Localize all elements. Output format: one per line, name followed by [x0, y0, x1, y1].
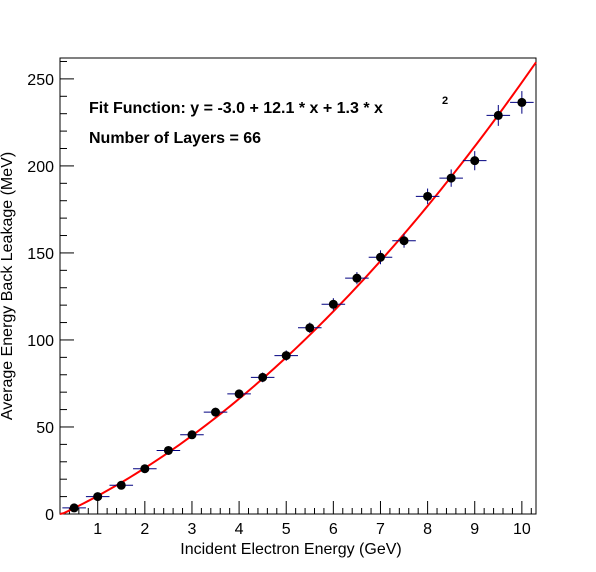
data-point [321, 298, 346, 311]
point-marker [305, 323, 315, 333]
data-point [510, 91, 534, 114]
point-marker [281, 351, 291, 361]
x-tick-label: 10 [513, 521, 531, 538]
plot-frame [59, 57, 537, 515]
x-tick-label: 2 [140, 521, 149, 538]
point-marker [470, 156, 480, 166]
point-marker [446, 173, 456, 183]
data-point [415, 188, 440, 205]
data-point [368, 250, 393, 265]
x-tick-label: 8 [423, 521, 432, 538]
data-point [486, 104, 511, 126]
data-point [180, 430, 204, 440]
data-points [62, 91, 534, 513]
fit-function-label: Fit Function: y = -3.0 + 12.1 * x + 1.3 … [89, 100, 383, 117]
x-tick-label: 9 [470, 521, 479, 538]
y-tick-label: 100 [27, 333, 54, 350]
fit-curve [59, 61, 537, 515]
axis-ticks [59, 60, 532, 515]
y-tick-label: 250 [27, 72, 54, 89]
x-axis-title: Incident Electron Energy (GeV) [180, 541, 401, 558]
point-marker [163, 445, 173, 455]
y-tick-label: 0 [45, 507, 54, 524]
point-marker [93, 492, 103, 502]
data-point [133, 464, 157, 474]
data-point [62, 503, 86, 513]
point-marker [328, 299, 338, 309]
point-marker [140, 464, 150, 474]
data-point [439, 169, 463, 187]
point-marker [423, 191, 433, 201]
point-marker [399, 236, 409, 246]
point-marker [187, 430, 197, 440]
y-tick-label: 150 [27, 246, 54, 263]
point-marker [258, 372, 268, 382]
fit-function-exponent: 2 [442, 95, 448, 107]
y-axis-title: Average Energy Back Leakage (MeV) [0, 152, 16, 420]
data-point [156, 445, 181, 455]
data-point [203, 407, 228, 417]
point-marker [517, 97, 527, 107]
x-tick-label: 3 [188, 521, 197, 538]
number-of-layers-label: Number of Layers = 66 [89, 130, 261, 147]
data-point [462, 151, 487, 171]
data-point [227, 389, 251, 399]
x-tick-label: 7 [376, 521, 385, 538]
point-marker [352, 273, 362, 283]
data-point [274, 350, 298, 361]
x-tick-label: 5 [282, 521, 291, 538]
data-point [109, 480, 134, 490]
data-point [392, 233, 416, 248]
point-marker [116, 480, 126, 490]
point-marker [234, 389, 244, 399]
point-marker [69, 503, 79, 513]
y-tick-label: 200 [27, 159, 54, 176]
data-point [298, 322, 322, 333]
point-marker [493, 110, 503, 120]
data-point [250, 372, 275, 383]
x-tick-label: 1 [93, 521, 102, 538]
x-tick-label: 6 [329, 521, 338, 538]
point-marker [375, 252, 385, 262]
data-point [345, 272, 369, 285]
x-tick-label: 4 [235, 521, 244, 538]
data-point [85, 492, 110, 502]
point-marker [211, 407, 221, 417]
y-tick-label: 50 [36, 420, 54, 437]
